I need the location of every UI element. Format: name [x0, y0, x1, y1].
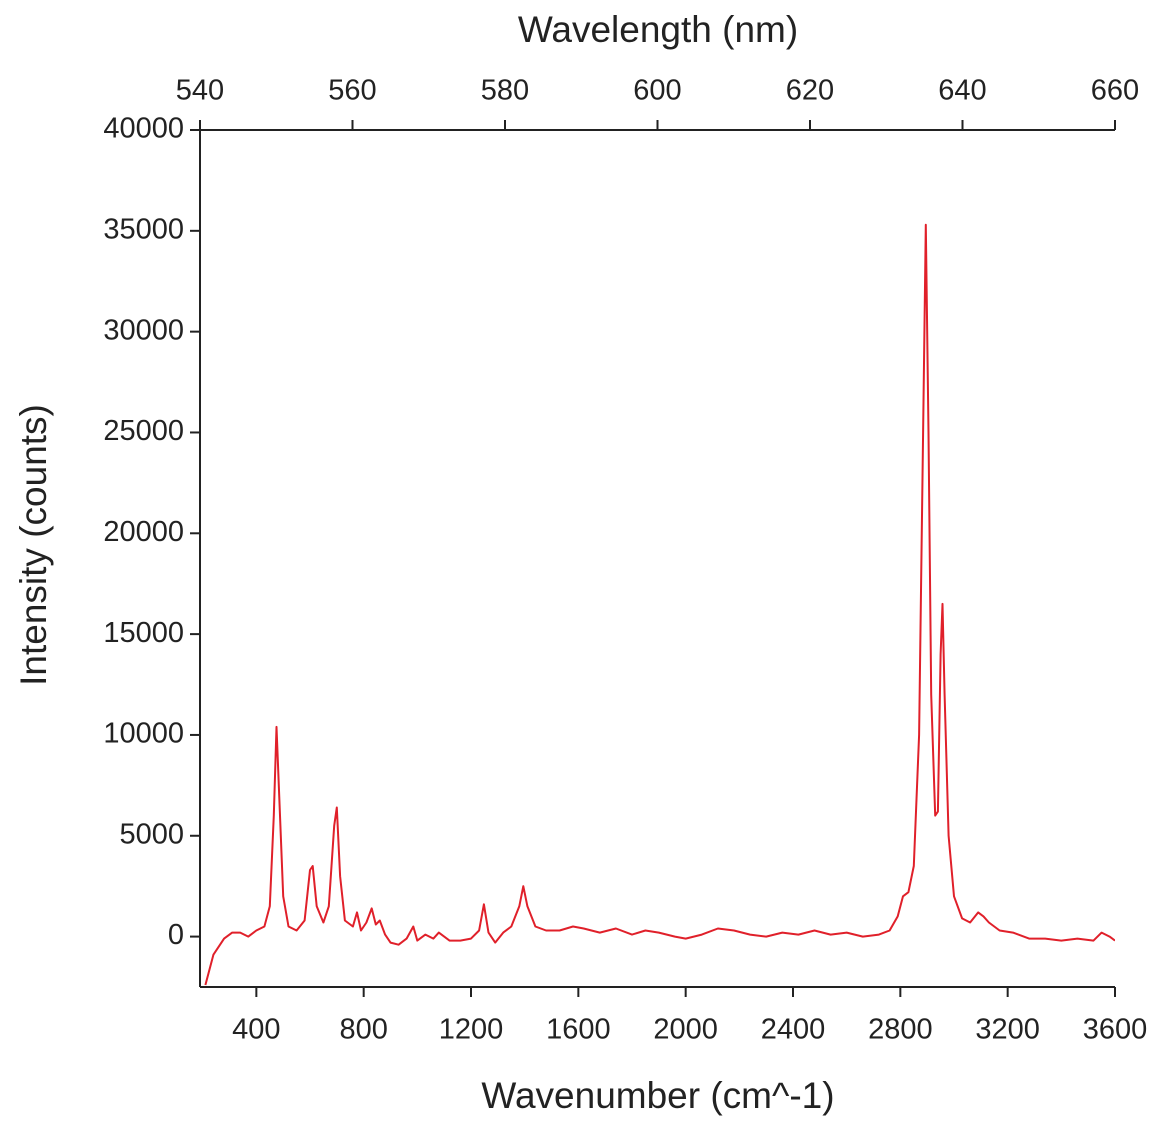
x-tick-label: 2400: [761, 1014, 826, 1046]
x-tick-label: 3600: [1083, 1014, 1148, 1046]
x2-tick-label: 540: [176, 75, 224, 107]
y-tick-label: 35000: [103, 213, 184, 245]
x2-tick-label: 620: [786, 75, 834, 107]
x2-axis-title: Wavelength (nm): [518, 9, 798, 50]
x-tick-label: 400: [232, 1014, 280, 1046]
y-tick-label: 40000: [103, 113, 184, 145]
y-tick-label: 30000: [103, 314, 184, 346]
y-tick-label: 10000: [103, 718, 184, 750]
x2-tick-label: 560: [328, 75, 376, 107]
y-tick-label: 20000: [103, 516, 184, 548]
y-axis-title: Intensity (counts): [13, 404, 54, 686]
spectrum-line: [204, 223, 1115, 986]
x-axis-title: Wavenumber (cm^-1): [481, 1075, 834, 1116]
x-tick-label: 1200: [439, 1014, 504, 1046]
x2-tick-label: 640: [938, 75, 986, 107]
x-tick-label: 800: [339, 1014, 387, 1046]
y-tick-label: 0: [168, 919, 184, 951]
plot-area: [204, 223, 1115, 986]
x2-tick-label: 580: [481, 75, 529, 107]
x2-tick-label: 660: [1091, 75, 1139, 107]
y-tick-label: 5000: [119, 818, 184, 850]
x2-tick-label: 600: [633, 75, 681, 107]
x-tick-label: 2800: [868, 1014, 933, 1046]
y-tick-label: 15000: [103, 617, 184, 649]
x-tick-label: 3200: [975, 1014, 1040, 1046]
x-tick-label: 1600: [546, 1014, 611, 1046]
y-tick-label: 25000: [103, 415, 184, 447]
x-tick-label: 2000: [653, 1014, 718, 1046]
